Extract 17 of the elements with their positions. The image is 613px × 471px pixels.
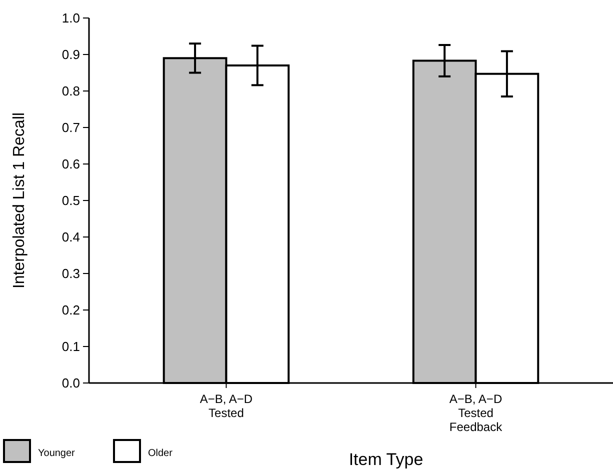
y-tick-label: 1.0 bbox=[62, 10, 80, 26]
y-tick-label: 0.0 bbox=[62, 376, 80, 391]
y-tick-label: 0.9 bbox=[62, 47, 80, 62]
y-tick-label: 0.2 bbox=[62, 302, 80, 318]
x-tick-label: A−B, A−D Tested bbox=[200, 392, 253, 420]
x-axis-title: Item Type bbox=[348, 450, 424, 469]
y-tick-label: 0.5 bbox=[62, 193, 80, 208]
x-tick-label: A−B, A−D Tested Feedback bbox=[449, 392, 504, 434]
y-tick-label: 0.4 bbox=[62, 230, 80, 245]
legend-label: Younger bbox=[38, 448, 76, 459]
y-axis-title: Interpolated List 1 Recall bbox=[11, 112, 28, 289]
y-tick-label: 0.3 bbox=[62, 266, 80, 282]
y-tick-label: 0.7 bbox=[62, 120, 80, 136]
y-tick-label: 0.1 bbox=[62, 339, 80, 354]
legend-label: Older bbox=[148, 448, 174, 459]
y-tick-label: 0.6 bbox=[62, 156, 80, 172]
y-tick-label: 0.8 bbox=[62, 84, 80, 99]
